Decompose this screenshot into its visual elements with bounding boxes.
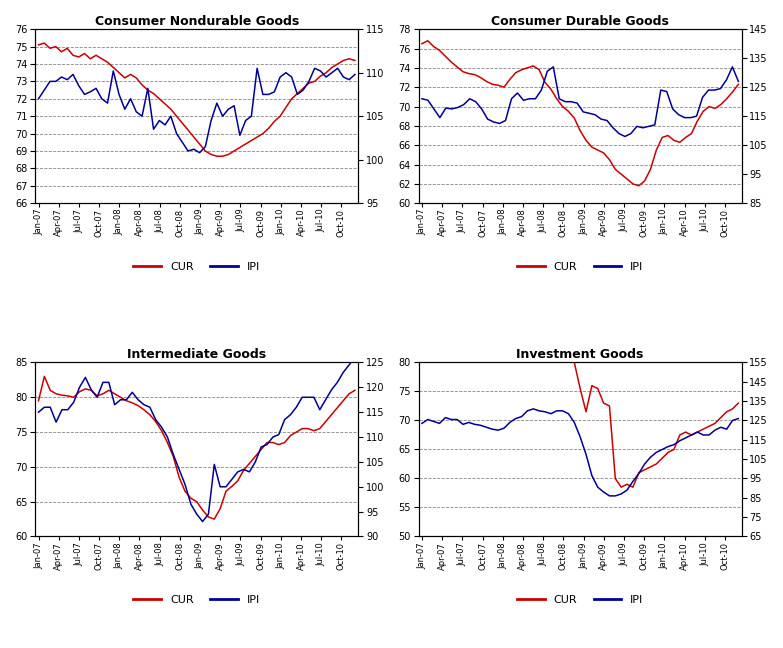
- Legend: CUR, IPI: CUR, IPI: [512, 257, 648, 276]
- Title: Intermediate Goods: Intermediate Goods: [127, 349, 266, 362]
- Legend: CUR, IPI: CUR, IPI: [512, 590, 648, 609]
- Legend: CUR, IPI: CUR, IPI: [129, 257, 265, 276]
- Legend: CUR, IPI: CUR, IPI: [129, 590, 265, 609]
- Title: Consumer Nondurable Goods: Consumer Nondurable Goods: [95, 15, 299, 28]
- Title: Investment Goods: Investment Goods: [517, 349, 644, 362]
- Title: Consumer Durable Goods: Consumer Durable Goods: [491, 15, 669, 28]
